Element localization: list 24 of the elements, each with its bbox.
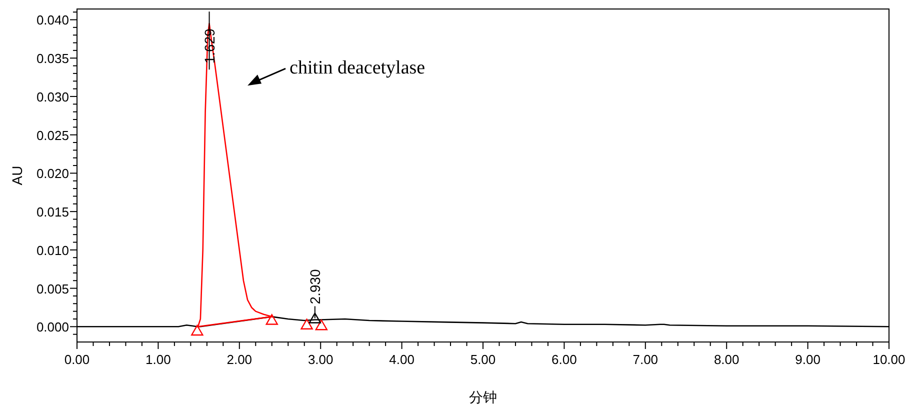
x-tick-label: 4.00 [389,352,414,367]
x-tick-label: 10.00 [872,352,906,367]
y-tick-label: 0.010 [36,242,69,258]
x-tick-label: 5.00 [470,352,496,367]
annotation: 2.930 [306,268,323,304]
annotation: chitin deacetylase [290,58,426,79]
y-tick-label: 0.035 [36,51,69,66]
y-tick-label: 0.020 [36,166,69,182]
y-tick-label: 0.030 [36,89,69,104]
y-axis-title: AU [9,166,25,186]
x-axis-title: 分钟 [469,389,497,405]
x-tick-label: 8.00 [714,352,740,367]
x-tick-label: 7.00 [632,352,658,367]
x-tick-label: 9.00 [795,352,820,367]
y-tick-label: 0.040 [36,12,69,28]
y-tick-label: 0.015 [36,204,69,220]
x-tick-label: 1.00 [146,352,171,367]
x-tick-label: 2.00 [226,352,252,367]
y-tick-label: 0.025 [36,128,69,143]
x-tick-label: 6.00 [552,352,577,367]
y-tick-label: 0.005 [36,281,69,296]
x-tick-label: 0.00 [64,352,90,367]
x-tick-label: 3.00 [308,352,334,367]
y-tick-label: 0.000 [36,320,69,335]
